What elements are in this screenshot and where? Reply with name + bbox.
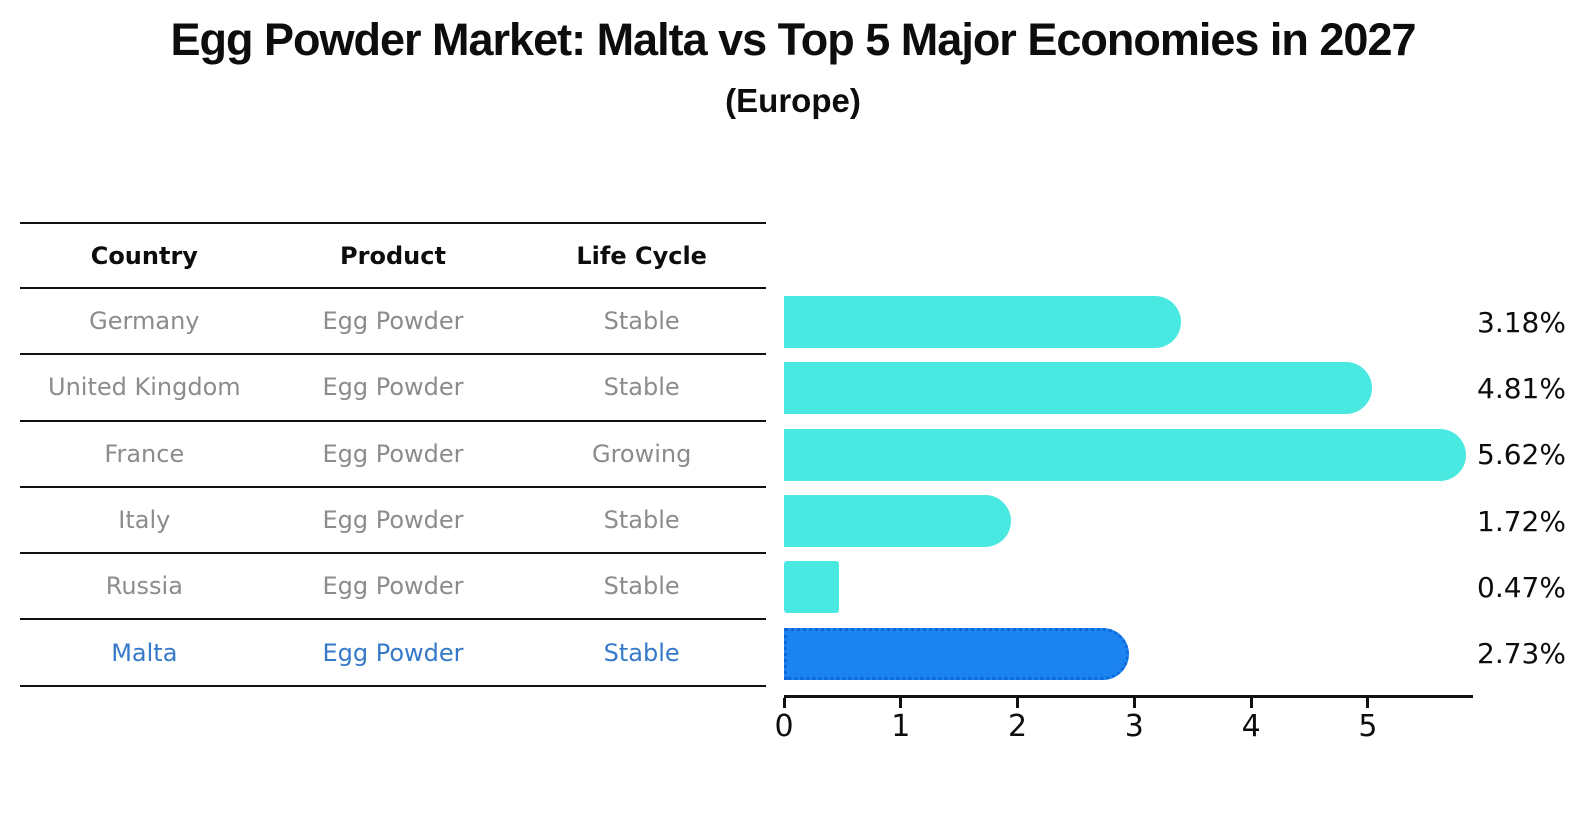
value-label-france: 5.62% xyxy=(1477,438,1566,472)
cell-country: Germany xyxy=(89,307,200,336)
table-row-russia: Russia Egg Powder Stable xyxy=(20,554,766,621)
bar-united-kingdom xyxy=(784,362,1372,415)
value-label-italy: 1.72% xyxy=(1477,504,1566,538)
cell-country: Italy xyxy=(118,506,171,535)
cell-life-cycle: Growing xyxy=(591,439,692,468)
bar-row xyxy=(784,289,1473,355)
chart-subtitle: (Europe) xyxy=(725,82,861,119)
column-header-life-cycle: Life Cycle xyxy=(576,241,707,270)
x-axis-tick-mark xyxy=(1016,698,1020,708)
table-row-italy: Italy Egg Powder Stable xyxy=(20,488,766,555)
x-axis-tick-label: 3 xyxy=(1124,709,1144,744)
bar-row xyxy=(784,554,1473,620)
cell-country: Russia xyxy=(105,572,183,601)
x-axis-tick-mark xyxy=(782,698,786,708)
bar-italy xyxy=(784,495,1011,548)
table-row-france: France Egg Powder Growing xyxy=(20,422,766,488)
value-label-russia: 0.47% xyxy=(1477,570,1566,604)
cell-product: Egg Powder xyxy=(322,307,464,336)
x-axis-line xyxy=(784,695,1473,698)
cell-life-cycle: Stable xyxy=(603,373,680,402)
chart-title: Egg Powder Market: Malta vs Top 5 Major … xyxy=(170,14,1416,65)
cell-life-cycle: Stable xyxy=(603,506,680,535)
x-axis-tick-mark xyxy=(1366,698,1370,708)
value-label-germany: 3.18% xyxy=(1477,305,1566,339)
table-row-malta: Malta Egg Powder Stable xyxy=(20,620,766,687)
cell-product: Egg Powder xyxy=(322,439,464,468)
cell-product: Egg Powder xyxy=(322,638,464,667)
column-header-product: Product xyxy=(340,241,446,270)
column-header-country: Country xyxy=(90,241,198,270)
cell-product: Egg Powder xyxy=(322,572,464,601)
cell-country: France xyxy=(104,439,185,468)
bar-row xyxy=(784,488,1473,554)
bar-chart xyxy=(784,289,1473,687)
value-label-malta: 2.73% xyxy=(1477,637,1566,671)
bar-malta xyxy=(784,627,1129,680)
country-table: Country Product Life Cycle Germany Egg P… xyxy=(20,222,766,687)
cell-life-cycle: Stable xyxy=(603,307,680,336)
bar-russia xyxy=(784,561,839,614)
table-header-row: Country Product Life Cycle xyxy=(20,224,766,289)
cell-life-cycle: Stable xyxy=(603,638,680,667)
bar-row xyxy=(784,355,1473,421)
table-row-united-kingdom: United Kingdom Egg Powder Stable xyxy=(20,355,766,422)
cell-country: Malta xyxy=(111,638,178,667)
cell-country: United Kingdom xyxy=(48,373,241,402)
x-axis-tick-mark xyxy=(1249,698,1253,708)
cell-product: Egg Powder xyxy=(322,373,464,402)
x-axis-tick-label: 2 xyxy=(1008,709,1028,744)
x-axis-tick-label: 4 xyxy=(1241,709,1261,744)
cell-life-cycle: Stable xyxy=(603,572,680,601)
bar-row xyxy=(784,621,1473,687)
x-axis-tick-label: 1 xyxy=(891,709,911,744)
bar-france xyxy=(784,428,1467,481)
bar-germany xyxy=(784,296,1182,349)
value-labels: 3.18% 4.81% 5.62% 1.72% 0.47% 2.73% xyxy=(1477,289,1582,687)
x-axis-tick-label: 0 xyxy=(774,709,794,744)
cell-product: Egg Powder xyxy=(322,506,464,535)
x-axis-tick-mark xyxy=(899,698,903,708)
table-row-germany: Germany Egg Powder Stable xyxy=(20,289,766,356)
x-axis-tick-label: 5 xyxy=(1358,709,1378,744)
x-axis: 0 1 2 3 4 5 xyxy=(774,695,1473,744)
bar-row xyxy=(784,422,1473,488)
value-label-united-kingdom: 4.81% xyxy=(1477,371,1566,405)
x-axis-tick-mark xyxy=(1132,698,1136,708)
